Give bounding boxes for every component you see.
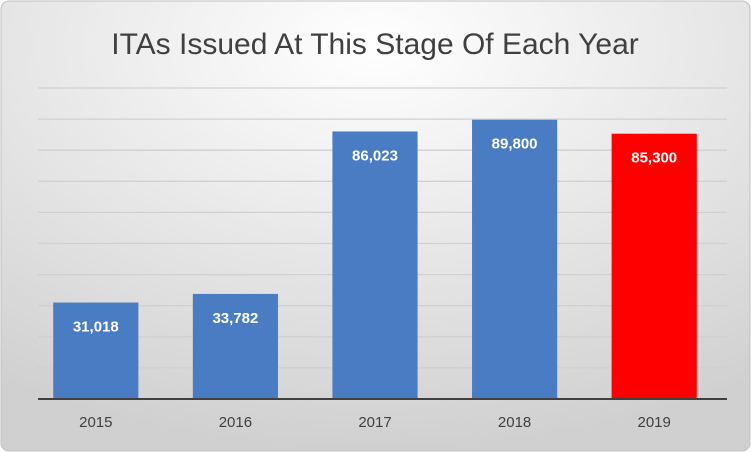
- x-tick-label: 2015: [79, 414, 112, 431]
- chart-title: ITAs Issued At This Stage Of Each Year: [111, 28, 639, 61]
- value-label: 33,782: [212, 310, 258, 327]
- x-tick-label: 2018: [498, 414, 531, 431]
- bar: [611, 133, 697, 400]
- x-tick-label: 2016: [219, 414, 252, 431]
- x-tick-label: 2017: [358, 414, 391, 431]
- value-label: 89,800: [492, 136, 538, 153]
- value-label: 31,018: [73, 319, 119, 336]
- value-label: 86,023: [352, 147, 398, 164]
- bar: [192, 293, 278, 399]
- bar: [53, 302, 139, 399]
- bar: [472, 119, 558, 400]
- value-label: 85,300: [631, 150, 677, 167]
- bar: [332, 131, 418, 399]
- x-tick-label: 2019: [638, 414, 671, 431]
